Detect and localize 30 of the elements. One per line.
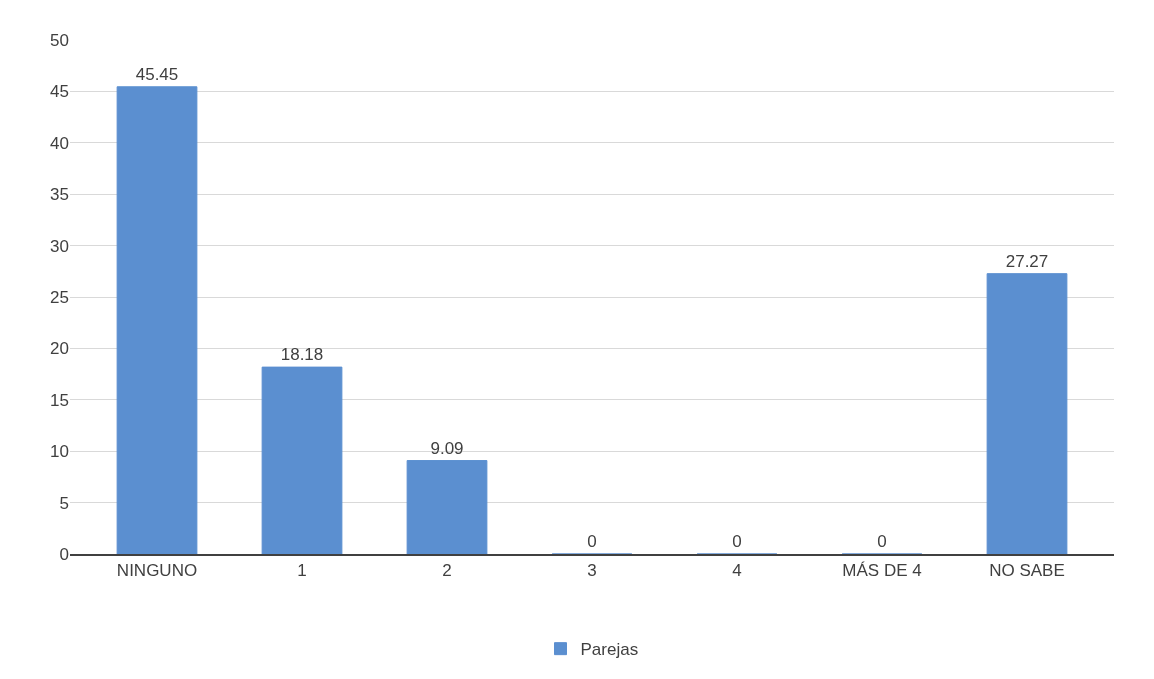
data-label: 0 [877,532,887,551]
data-label: 0 [587,532,597,551]
bar [116,86,198,554]
x-tick-label: 4 [732,561,742,581]
y-tick-label: 0 [59,544,69,564]
y-tick-label: 5 [59,493,69,513]
x-tick-label: 1 [297,561,307,581]
data-label: 27.27 [1005,251,1049,271]
data-label: 9.09 [430,438,464,458]
y-tick-label: 50 [50,30,69,50]
y-tick-label: 25 [50,287,69,307]
x-tick-label: NO SABE [989,561,1065,581]
x-tick-label: 2 [442,561,452,581]
y-tick-label: 20 [50,339,69,359]
x-tick-label: NINGUNO [116,561,198,581]
data-label: 18.18 [280,345,324,365]
bar [406,460,488,554]
data-label: 0 [732,532,742,551]
data-label: 45.45 [135,64,179,84]
y-tick-label: 45 [50,82,69,102]
y-tick-label: 30 [50,236,69,256]
x-tick-label: MÁS DE 4 [842,561,922,581]
y-tick-label: 10 [50,442,69,462]
bar [261,366,343,554]
y-tick-label: 35 [50,185,69,205]
legend-label: Parejas [580,640,639,660]
y-tick-label: 15 [50,390,69,410]
bar [986,273,1068,554]
x-tick-label: 3 [587,561,597,581]
y-tick-label: 40 [50,133,69,153]
